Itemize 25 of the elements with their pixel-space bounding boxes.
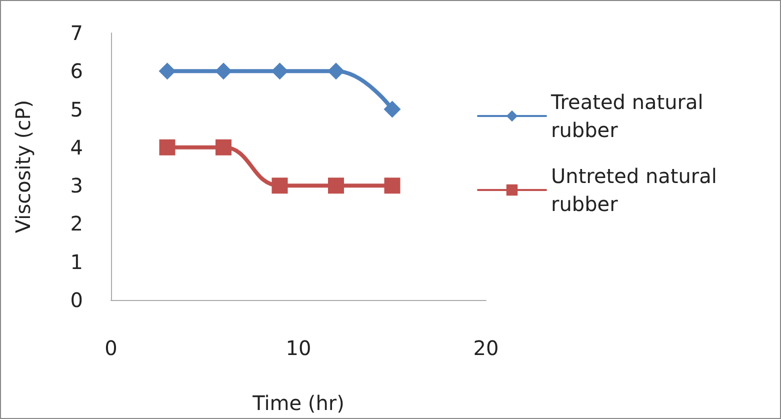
x-tick-label: 0 (104, 336, 118, 360)
legend-label: Untreted natural rubber (551, 164, 724, 216)
y-tick-label: 7 (70, 21, 83, 45)
legend-label: Treated natural rubber (550, 90, 710, 142)
point (384, 178, 400, 194)
point (216, 139, 232, 156)
y-tick-label: 0 (70, 288, 83, 312)
point (272, 178, 288, 194)
x-tick-label: 10 (286, 336, 312, 360)
y-tick-label: 1 (70, 250, 83, 274)
point (159, 139, 176, 156)
x-tick-label: 20 (473, 336, 499, 360)
point (328, 62, 344, 80)
point (384, 100, 401, 118)
point (271, 62, 288, 80)
x-axis-title: Time (hr) (252, 391, 344, 415)
point (215, 62, 232, 80)
y-tick-label: 2 (70, 212, 83, 236)
y-tick-label: 3 (70, 174, 83, 198)
y-tick-label: 6 (70, 59, 83, 84)
y-tick-label: 4 (70, 135, 83, 160)
point (158, 62, 176, 80)
y-axis-title: Viscosity (cP) (11, 100, 35, 234)
y-tick-label: 5 (70, 97, 83, 122)
point (328, 178, 344, 194)
